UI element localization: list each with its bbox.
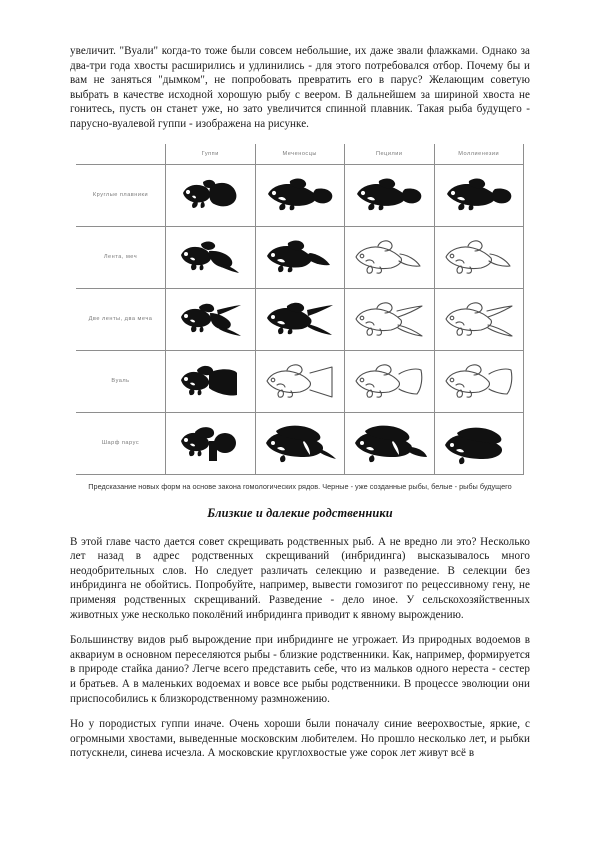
- paragraph-2: Большинству видов рыб вырождение при инб…: [70, 634, 530, 705]
- fish-illustration: [435, 413, 524, 474]
- fish-cell-doublesword-swordtail-black: [254, 287, 345, 351]
- fish-illustration: [435, 351, 524, 412]
- column-header-platy: Пецилии: [344, 143, 435, 165]
- fish-double-sword-black-icon: [181, 303, 242, 337]
- fish-illustration: [256, 289, 345, 350]
- fish-cell-round-molly-black: [433, 163, 524, 227]
- table-row: Лента, меч: [76, 225, 524, 289]
- fish-cell-doublesword-guppy-black: [165, 287, 256, 351]
- fish-cell-veil-swordtail-white: [254, 349, 345, 413]
- fish-double-sword-outline-icon: [355, 302, 423, 337]
- fish-cell-round-platy-black: [344, 163, 435, 227]
- fish-illustration: [435, 289, 524, 350]
- fish-sword-outline-icon: [445, 240, 511, 274]
- column-header-swordtail: Меченосцы: [254, 143, 345, 165]
- fish-round-black-icon: [357, 178, 422, 211]
- fish-cell-sail-guppy-black: [165, 411, 256, 475]
- fish-cell-round-swordtail-black: [254, 163, 345, 227]
- row-header-round-fins: Круглые плавники: [76, 163, 166, 227]
- table-row: Шарф парус: [76, 411, 524, 475]
- fish-illustration: [345, 289, 434, 350]
- fish-round-black-icon: [183, 179, 237, 209]
- table-row: Круглые плавники: [76, 163, 524, 227]
- table-row: Вуаль: [76, 349, 524, 413]
- row-header-scarf-sail: Шарф парус: [76, 411, 166, 475]
- fish-illustration: [345, 413, 434, 474]
- fish-illustration: [435, 227, 524, 288]
- fish-illustration: [256, 165, 345, 226]
- fish-cell-sword-platy-white: [344, 225, 435, 289]
- table-header-row: Гуппи Меченосцы Пецилии Моллиенезии: [76, 143, 524, 165]
- fish-sword-black-icon: [266, 240, 330, 273]
- section-heading: Близкие и далекие родственники: [207, 505, 393, 520]
- column-header-molly: Моллиенезии: [433, 143, 524, 165]
- fish-cell-sword-guppy-black: [165, 225, 256, 289]
- fish-cell-sword-molly-white: [433, 225, 524, 289]
- row-header-double-sword: Две ленты, два меча: [76, 287, 166, 351]
- fish-cell-round-guppy-black: [165, 163, 256, 227]
- table-corner-cell: [76, 144, 166, 165]
- table-header: Гуппи Меченосцы Пецилии Моллиенезии: [76, 143, 524, 165]
- fish-cell-veil-guppy-black: [165, 349, 256, 413]
- fish-illustration: [345, 165, 434, 226]
- paragraph-1: В этой главе часто дается совет скрещива…: [70, 535, 530, 621]
- fish-forms-table: Гуппи Меченосцы Пецилии Моллиенезии Круг…: [76, 143, 524, 475]
- fish-cell-sail-molly-black: [433, 411, 524, 475]
- fish-illustration: [345, 351, 434, 412]
- fish-illustration: [435, 165, 524, 226]
- fish-illustration: [345, 227, 434, 288]
- row-header-veil: Вуаль: [76, 349, 166, 413]
- figure-homologous-series: Гуппи Меченосцы Пецилии Моллиенезии Круг…: [70, 143, 530, 492]
- fish-round-black-icon: [446, 178, 512, 211]
- fish-sail-black-icon: [181, 427, 237, 462]
- fish-cell-veil-platy-white: [344, 349, 435, 413]
- fish-illustration: [166, 351, 255, 412]
- fish-cell-veil-molly-white: [433, 349, 524, 413]
- fish-cell-sail-platy-black: [344, 411, 435, 475]
- table-body: Круглые плавники: [76, 163, 524, 475]
- fish-sail-black-icon: [355, 425, 428, 463]
- fish-cell-sword-swordtail-black: [254, 225, 345, 289]
- fish-double-sword-outline-icon: [445, 302, 513, 337]
- fish-illustration: [256, 351, 345, 412]
- fish-illustration: [166, 227, 255, 288]
- table-row: Две ленты, два меча: [76, 287, 524, 351]
- fish-veil-outline-icon: [445, 364, 513, 398]
- fish-veil-outline-icon: [266, 364, 333, 398]
- fish-sail-black-icon: [265, 425, 336, 463]
- figure-caption: Предсказание новых форм на основе закона…: [88, 481, 512, 491]
- fish-veil-outline-icon: [355, 364, 423, 398]
- fish-double-sword-black-icon: [266, 302, 333, 336]
- row-header-ribbon-sword: Лента, меч: [76, 225, 166, 289]
- fish-veil-black-icon: [181, 365, 238, 396]
- column-header-guppy: Гуппи: [165, 143, 256, 165]
- fish-round-black-icon: [267, 178, 333, 211]
- fish-cell-doublesword-molly-white: [433, 287, 524, 351]
- fish-illustration: [256, 227, 345, 288]
- fish-cell-sail-swordtail-black: [254, 411, 345, 475]
- fish-illustration: [256, 413, 345, 474]
- fish-sail-black-icon: [444, 427, 502, 465]
- fish-illustration: [166, 289, 255, 350]
- fish-cell-doublesword-platy-white: [344, 287, 435, 351]
- fish-sword-outline-icon: [355, 240, 421, 274]
- fish-illustration: [166, 165, 255, 226]
- paragraph-3: Но у породистых гуппи иначе. Очень хорош…: [70, 718, 530, 760]
- paragraph-intro: увеличит. "Вуали" когда-то тоже были сов…: [70, 45, 530, 130]
- fish-illustration: [166, 413, 255, 474]
- fish-sword-black-icon: [181, 241, 240, 274]
